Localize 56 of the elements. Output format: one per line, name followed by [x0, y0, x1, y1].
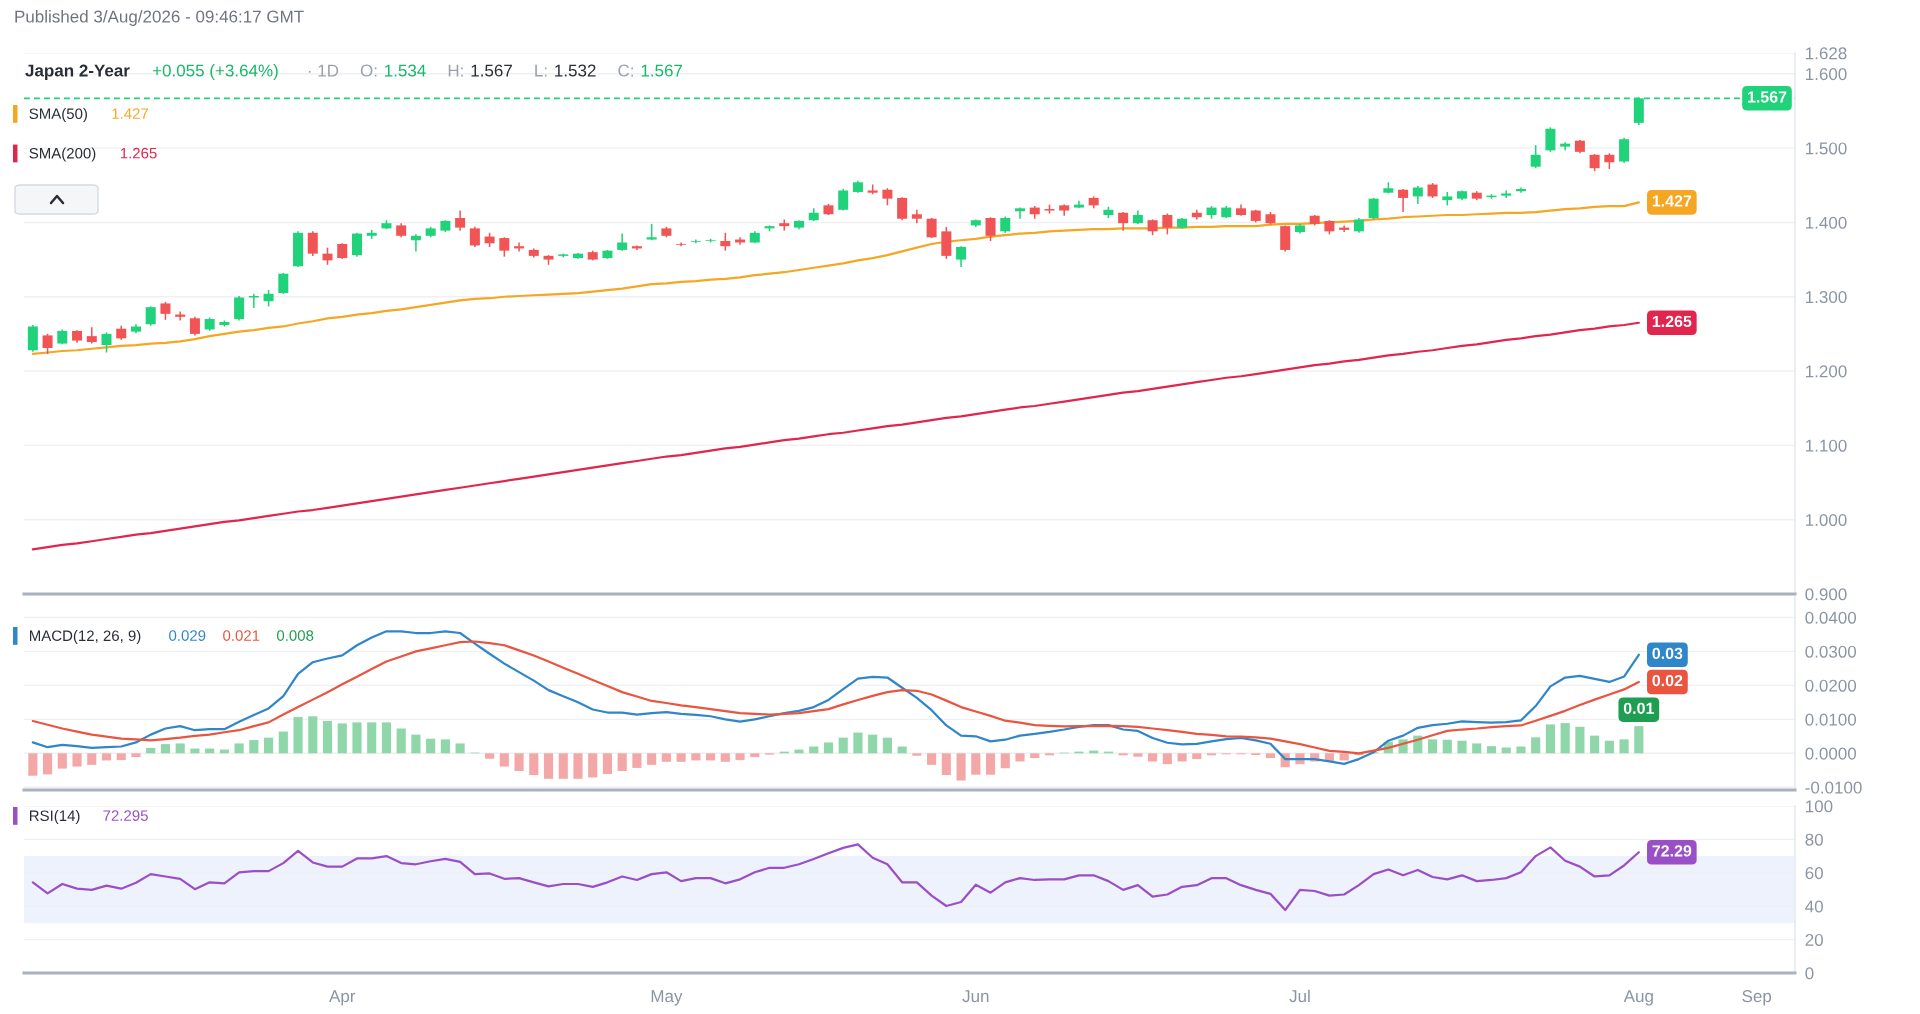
y-tick-label: 1.628: [1806, 47, 1847, 60]
annotation: L:: [535, 64, 547, 77]
y-tick-label: 100: [1806, 800, 1833, 813]
legend-label: SMA(200): [29, 147, 96, 162]
y-tick-label: 1.400: [1806, 216, 1847, 229]
y-tick-label: 20: [1805, 933, 1823, 946]
annotation: 0.029: [169, 630, 206, 641]
legend-label: RSI(14): [29, 810, 80, 824]
legend-label: MACD(12, 26, 9): [29, 630, 141, 644]
y-tick-label: -0.0100: [1805, 781, 1862, 794]
data-label: 1.265: [1652, 315, 1692, 328]
annotation: 72.295: [103, 810, 148, 821]
ref-line-label: 1.567: [1747, 91, 1787, 103]
x-tick-label: Jun: [962, 990, 989, 1003]
x-tick-label: May: [651, 990, 683, 1006]
x-tick-label: Sep: [1742, 990, 1772, 1006]
annotation: H:: [448, 64, 463, 77]
annotation: 1.532: [555, 64, 596, 77]
y-tick-label: 1.000: [1806, 513, 1847, 527]
y-tick-label: 1.100: [1806, 439, 1847, 452]
text: Japan 2-Year: [25, 64, 130, 80]
annotation: 1.567: [471, 64, 512, 77]
y-tick-label: 1.200: [1806, 365, 1847, 378]
y-tick-label: 0.0100: [1805, 713, 1857, 726]
x-tick-label: Apr: [329, 990, 356, 1006]
legend-label: SMA(50): [29, 108, 87, 122]
annotation: 0.008: [276, 630, 314, 641]
y-tick-label: 0.0300: [1805, 645, 1857, 658]
y-tick-label: 0.0200: [1805, 679, 1857, 692]
y-tick-label: 40: [1805, 900, 1823, 913]
y-tick-label: 0: [1805, 967, 1814, 980]
data-label: 1.427: [1652, 195, 1692, 207]
y-tick-label: 80: [1805, 833, 1823, 846]
data-label: 0.01: [1623, 702, 1654, 714]
annotation: 0.021: [223, 630, 260, 641]
annotation: 1.567: [641, 64, 683, 77]
annotation: +0.055 (+3.64%): [152, 64, 278, 80]
text: Published 3/Aug/2026 - 09:46:17 GMT: [15, 10, 304, 26]
annotation: 1.534: [385, 64, 426, 77]
annotation: · 1D: [308, 64, 339, 77]
data-label: 72.29: [1652, 845, 1692, 857]
annotation: C:: [618, 64, 633, 77]
y-tick-label: 60: [1805, 867, 1823, 880]
y-tick-label: 1.500: [1806, 142, 1847, 155]
y-tick-label: 0.0000: [1805, 747, 1857, 760]
text: 1.427: [112, 108, 149, 119]
data-label: 0.02: [1652, 674, 1683, 687]
y-tick-label: 0.0400: [1805, 611, 1857, 624]
x-tick-label: Jul: [1289, 989, 1310, 1003]
annotation: O:: [360, 64, 377, 77]
y-tick-label: 0.900: [1805, 588, 1847, 601]
y-tick-label: 1.600: [1806, 68, 1847, 81]
text: 1.265: [120, 147, 157, 159]
data-label: 0.03: [1652, 647, 1683, 660]
y-tick-label: 1.300: [1806, 291, 1847, 304]
x-tick-label: Aug: [1623, 990, 1653, 1006]
